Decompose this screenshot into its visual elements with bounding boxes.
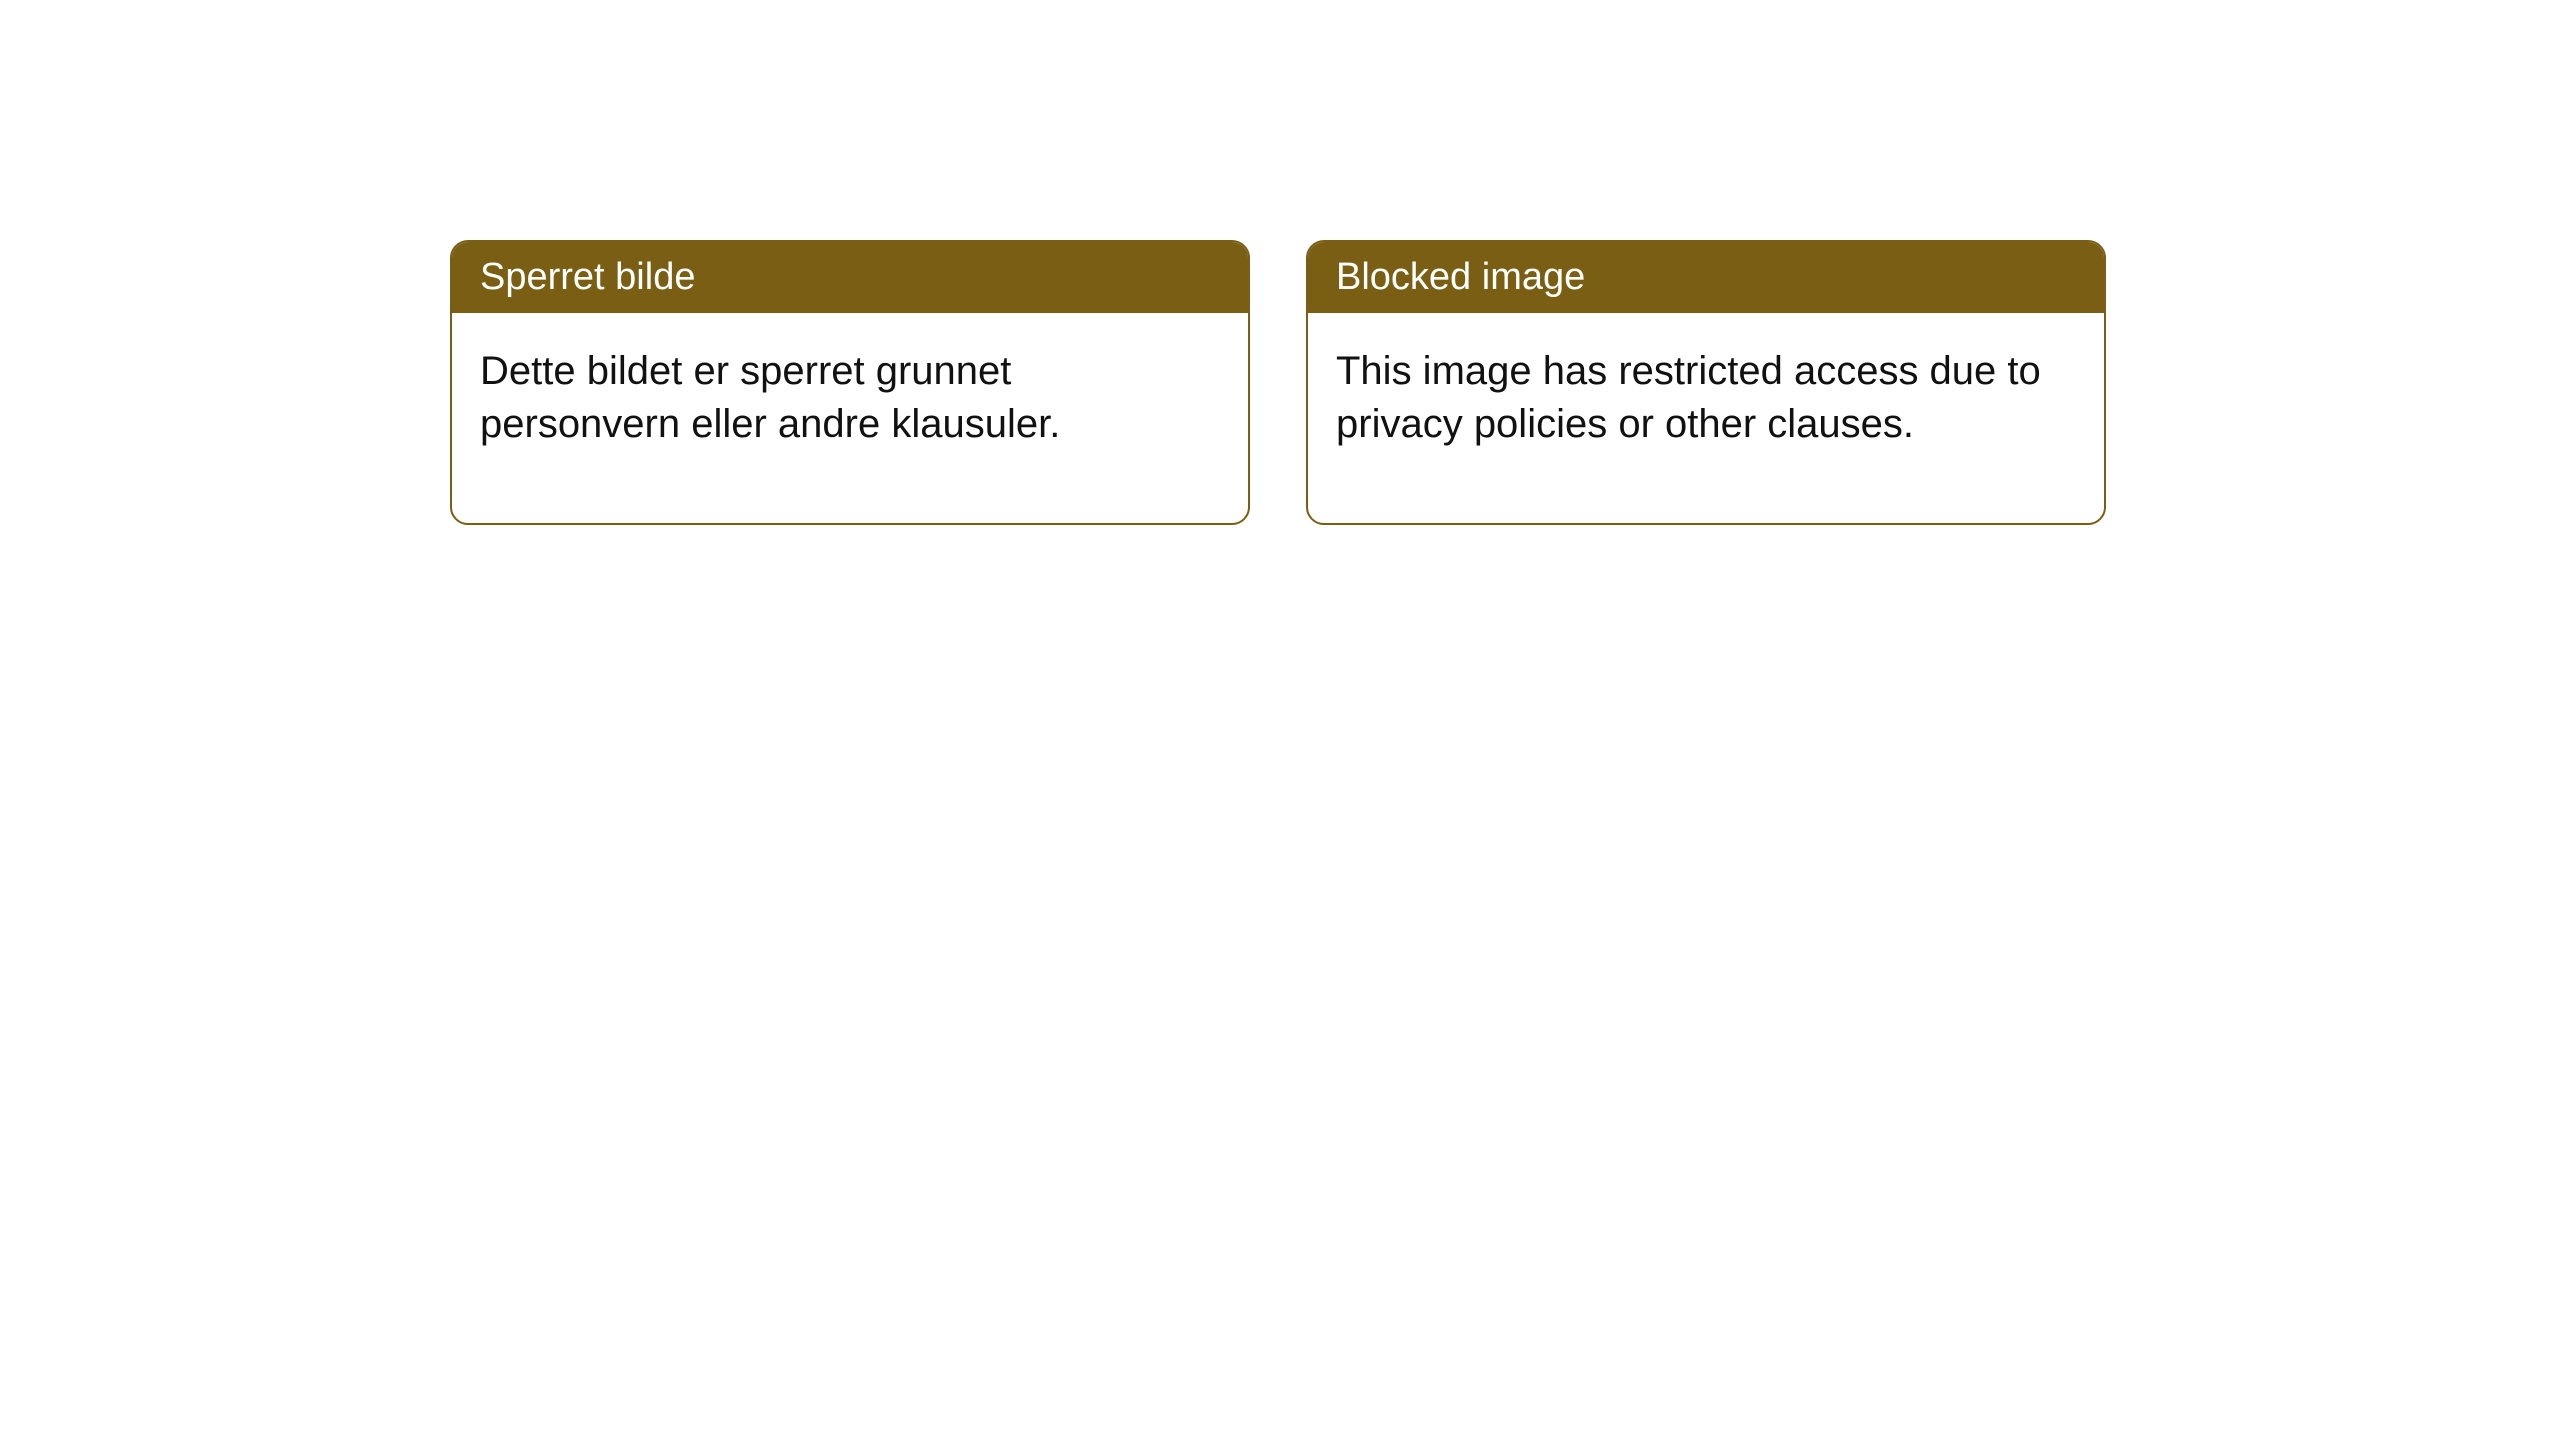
blocked-image-card-no: Sperret bilde Dette bildet er sperret gr…	[450, 240, 1250, 525]
blocked-image-card-en: Blocked image This image has restricted …	[1306, 240, 2106, 525]
card-header-en: Blocked image	[1308, 242, 2104, 313]
card-body-no: Dette bildet er sperret grunnet personve…	[452, 313, 1248, 523]
notice-cards-container: Sperret bilde Dette bildet er sperret gr…	[450, 240, 2106, 525]
card-body-en: This image has restricted access due to …	[1308, 313, 2104, 523]
card-header-no: Sperret bilde	[452, 242, 1248, 313]
